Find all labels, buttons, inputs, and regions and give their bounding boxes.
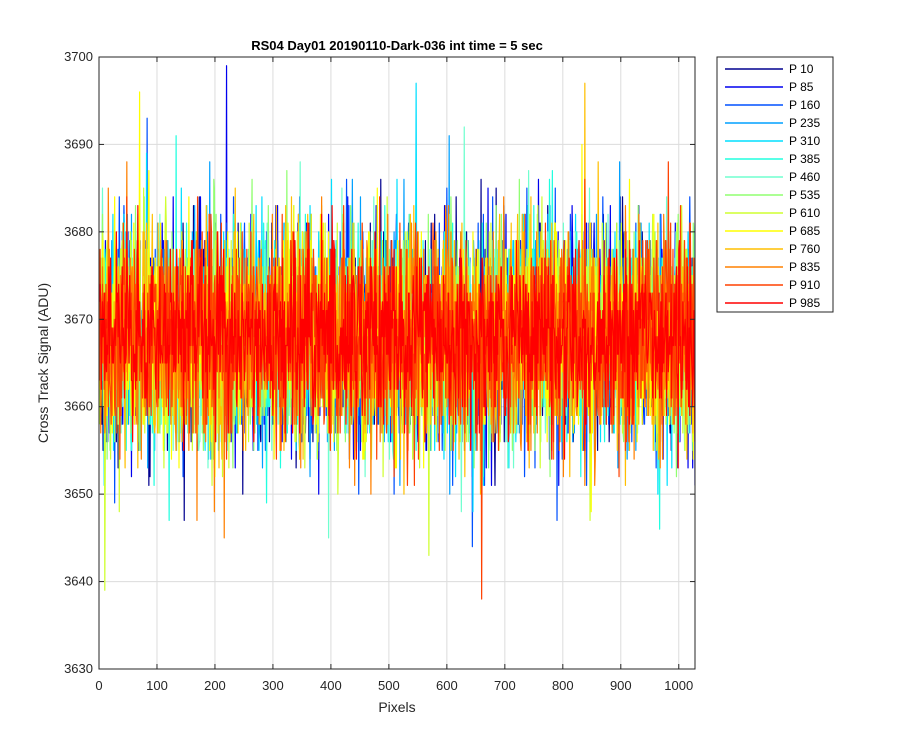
legend-entry: P 760 (789, 242, 820, 256)
x-tick-label: 200 (204, 678, 226, 693)
y-tick-label: 3670 (64, 311, 93, 326)
legend-entry: P 385 (789, 152, 820, 166)
y-tick-label: 3700 (64, 49, 93, 64)
legend-entry: P 235 (789, 116, 820, 130)
legend-entry: P 310 (789, 134, 820, 148)
legend-entry: P 910 (789, 278, 820, 292)
y-axis-label: Cross Track Signal (ADU) (35, 283, 51, 443)
legend-entry: P 10 (789, 62, 814, 76)
chart-title: RS04 Day01 20190110-Dark-036 int time = … (251, 38, 543, 53)
y-tick-label: 3630 (64, 661, 93, 676)
legend-entry: P 985 (789, 296, 820, 310)
legend-entry: P 610 (789, 206, 820, 220)
legend-entry: P 460 (789, 170, 820, 184)
legend-entry: P 685 (789, 224, 820, 238)
x-tick-label: 900 (610, 678, 632, 693)
x-tick-label: 500 (378, 678, 400, 693)
x-tick-label: 400 (320, 678, 342, 693)
y-tick-label: 3640 (64, 574, 93, 589)
x-tick-label: 600 (436, 678, 458, 693)
legend-entry: P 535 (789, 188, 820, 202)
x-axis: 0 100 200 300 400 500 600 700 800 900 1000 (95, 57, 693, 693)
x-tick-label: 1000 (664, 678, 693, 693)
legend: P 10 P 85 P 160 P 235 P 310 P 385 P 460 P 535 P … (716, 56, 834, 313)
y-tick-label: 3690 (64, 136, 93, 151)
legend-box (716, 56, 834, 313)
y-axis: 3630 3640 3650 3660 3670 3680 3690 3700 (64, 49, 695, 676)
y-tick-label: 3660 (64, 399, 93, 414)
series-line (99, 205, 695, 469)
x-axis-label: Pixels (378, 699, 415, 715)
legend-entry: P 85 (789, 80, 814, 94)
x-tick-label: 100 (146, 678, 168, 693)
series-layer (99, 65, 695, 600)
x-tick-label: 700 (494, 678, 516, 693)
legend-entry: P 835 (789, 260, 820, 274)
x-tick-label: 800 (552, 678, 574, 693)
y-tick-label: 3650 (64, 486, 93, 501)
plot-frame (98, 56, 696, 670)
x-tick-label: 300 (262, 678, 284, 693)
x-tick-label: 0 (95, 678, 102, 693)
legend-entry: P 160 (789, 98, 820, 112)
y-tick-label: 3680 (64, 224, 93, 239)
